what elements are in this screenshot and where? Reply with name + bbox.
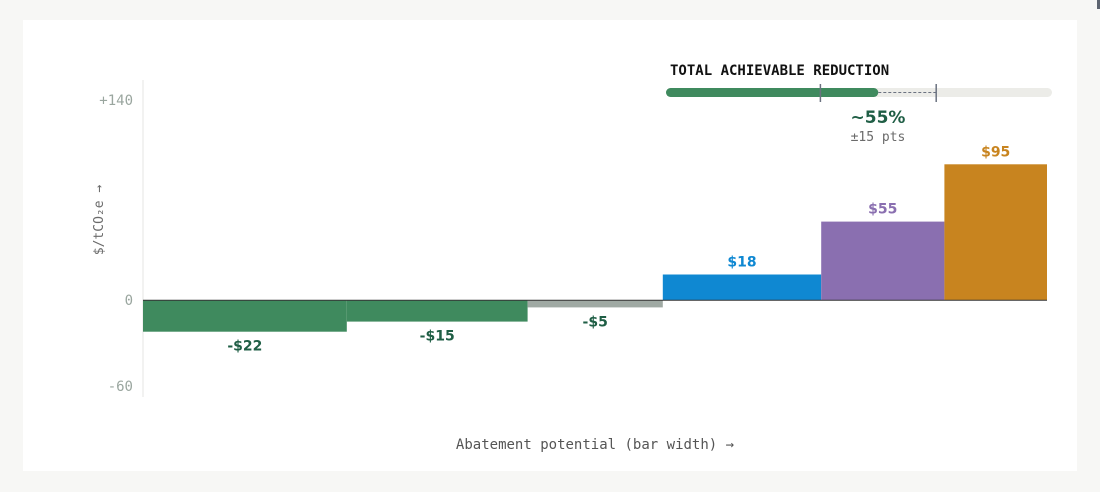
y-tick-label: +140: [99, 93, 133, 109]
bar-value-label: -$22: [227, 339, 262, 355]
chart-card: +140 0 -60 $/tCO₂e → -$22 -$15 -$5 $18 $55 $95 …: [23, 20, 1077, 471]
y-axis-label: $/tCO₂e →: [92, 185, 107, 256]
bar: [944, 164, 1047, 301]
bar-value-label: -$15: [420, 329, 455, 345]
x-axis-label: Abatement potential (bar width) →: [456, 437, 734, 453]
reduction-uncertainty: ±15 pts: [851, 130, 906, 145]
reduction-value: ~55%: [851, 108, 906, 128]
bar-value-label: $55: [868, 202, 897, 218]
reduction-panel: TOTAL ACHIEVABLE REDUCTION ~55% ±15 pts: [666, 63, 1052, 145]
bar-value-label: -$5: [583, 314, 608, 330]
bar-value-label: $18: [727, 255, 756, 271]
bar: [346, 300, 528, 322]
y-tick-label: -60: [108, 379, 133, 395]
bar-value-label: $95: [981, 144, 1010, 160]
y-tick-label: 0: [125, 293, 133, 309]
bar: [821, 221, 945, 301]
bar: [143, 300, 347, 332]
scrollbar-thumb[interactable]: [1097, 0, 1100, 9]
bar: [662, 274, 822, 301]
reduction-progress-fill: [666, 88, 879, 97]
bar: [527, 300, 663, 308]
reduction-title: TOTAL ACHIEVABLE REDUCTION: [670, 63, 889, 79]
